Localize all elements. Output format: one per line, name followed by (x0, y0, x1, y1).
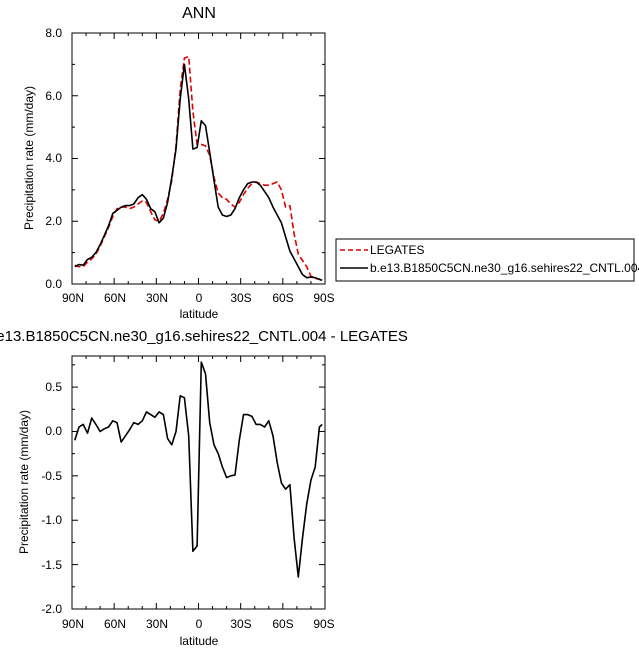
bottom-axis-ticks (71, 356, 326, 610)
top-x-tick-label: 30S (230, 291, 251, 305)
top-x-tick-labels: 90N 60N 30N 0 30S 60S 90S (62, 291, 335, 305)
legend-frame (335, 238, 635, 282)
bottom-x-tick-label: 60N (104, 617, 126, 631)
top-x-tick-label: 60S (272, 291, 293, 305)
top-x-tick-label: 90S (313, 291, 334, 305)
bottom-x-tick-label: 60S (272, 617, 293, 631)
top-chart-title: ANN (182, 5, 216, 22)
bottom-x-tick-labels: 90N 60N 30N 0 30S 60S 90S (62, 617, 335, 631)
top-x-tick-label: 60N (104, 291, 126, 305)
top-series-lines (74, 55, 323, 282)
top-y-tick-label: 8.0 (45, 26, 62, 40)
top-series-line-legates (74, 55, 323, 282)
top-series-line-model (74, 63, 323, 281)
bottom-chart-title: .e13.B1850C5CN.ne30_g16.sehires22_CNTL.0… (0, 328, 408, 345)
top-plot-frame (71, 32, 326, 285)
bottom-y-tick-label: -1.0 (41, 513, 62, 527)
top-y-axis-label: Precipitation rate (mm/day) (22, 86, 36, 230)
bottom-y-tick-label: -1.5 (41, 558, 62, 572)
top-y-tick-label: 0.0 (45, 277, 62, 291)
top-x-tick-label: 90N (62, 291, 84, 305)
bottom-y-tick-label: 0.0 (45, 424, 62, 438)
bottom-x-tick-label: 30N (146, 617, 168, 631)
bottom-x-tick-label: 0 (196, 617, 203, 631)
bottom-series-lines (74, 361, 323, 578)
top-x-tick-label: 30N (146, 291, 168, 305)
top-y-tick-label: 4.0 (45, 151, 62, 165)
bottom-y-tick-label: -2.0 (41, 602, 62, 616)
top-y-tick-label: 2.0 (45, 214, 62, 228)
bottom-y-tick-labels: -2.0 -1.5 -1.0 -0.5 0.0 0.5 (41, 380, 62, 616)
bottom-series-line-model (74, 361, 323, 578)
bottom-x-tick-label: 30S (230, 617, 251, 631)
bottom-y-tick-label: 0.5 (45, 380, 62, 394)
bottom-x-axis-label: latitude (180, 634, 219, 648)
top-axis-ticks (71, 32, 326, 285)
legend: LEGATES b.e13.B1850C5CN.ne30_g16.sehires… (335, 238, 639, 282)
bottom-y-tick-label: -0.5 (41, 469, 62, 483)
top-panel: ANN 0.0 2.0 4.0 6.0 8.0 90N 60N 30N 0 30… (22, 5, 639, 321)
top-y-tick-label: 6.0 (45, 89, 62, 103)
bottom-x-tick-label: 90S (313, 617, 334, 631)
legend-label-legates: LEGATES (370, 243, 424, 257)
legend-label-model: b.e13.B1850C5CN.ne30_g16.sehires22_CNTL.… (370, 261, 639, 275)
top-y-tick-labels: 0.0 2.0 4.0 6.0 8.0 (45, 26, 62, 291)
bottom-panel: .e13.B1850C5CN.ne30_g16.sehires22_CNTL.0… (0, 328, 408, 648)
top-x-axis-label: latitude (180, 307, 219, 321)
bottom-y-axis-label: Precipitation rate (mm/day) (17, 410, 31, 554)
top-x-tick-label: 0 (196, 291, 203, 305)
bottom-x-tick-label: 90N (62, 617, 84, 631)
